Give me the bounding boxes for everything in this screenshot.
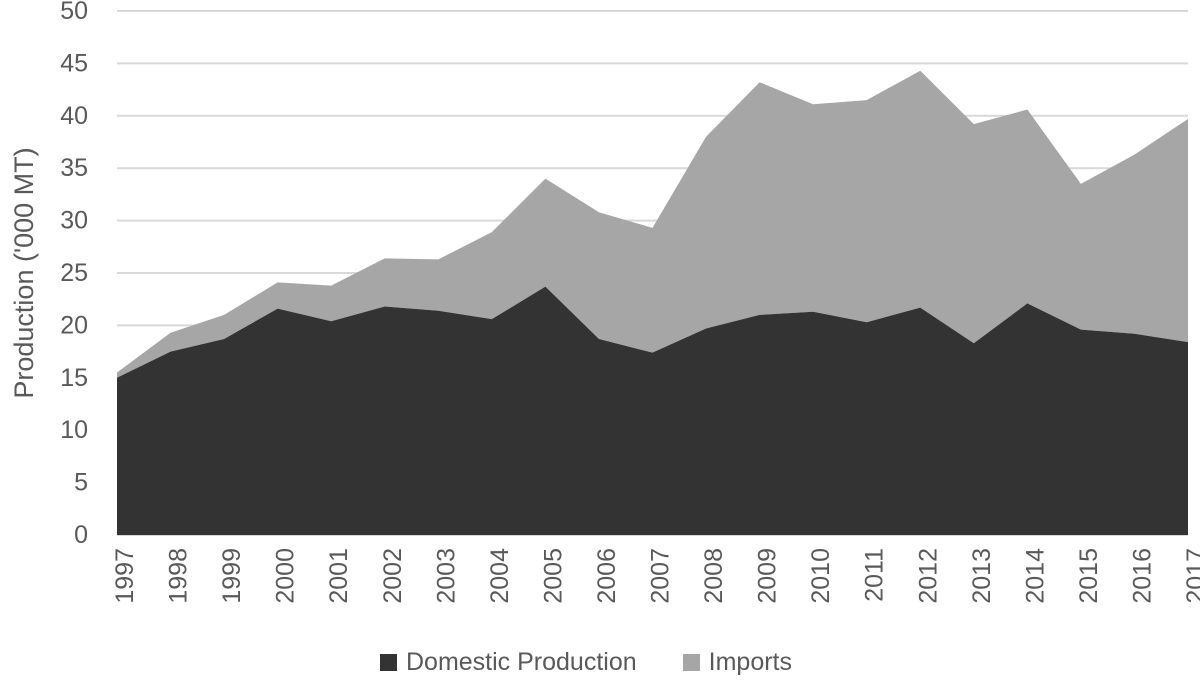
x-tick-label-1999: 1999 bbox=[218, 548, 246, 604]
legend-item-domestic-production: Domestic Production bbox=[379, 648, 637, 676]
x-tick-label-2012: 2012 bbox=[914, 548, 942, 604]
y-tick-label-5: 5 bbox=[74, 469, 88, 497]
y-tick-label-15: 15 bbox=[60, 364, 88, 392]
x-tick-label-2006: 2006 bbox=[593, 548, 621, 604]
x-tick-label-2003: 2003 bbox=[432, 548, 460, 604]
domestic-production-swatch-icon bbox=[379, 654, 397, 671]
y-tick-label-0: 0 bbox=[74, 521, 88, 549]
x-tick-label-2013: 2013 bbox=[968, 548, 996, 604]
x-tick-label-1998: 1998 bbox=[165, 548, 193, 604]
x-tick-label-2008: 2008 bbox=[700, 548, 728, 604]
y-tick-label-35: 35 bbox=[60, 154, 88, 182]
y-axis-title: Production ('000 MT) bbox=[9, 147, 39, 398]
y-tick-label-45: 45 bbox=[60, 49, 88, 77]
legend-label-imports: Imports bbox=[708, 648, 792, 676]
x-tick-label-2002: 2002 bbox=[379, 548, 407, 604]
x-tick-label-2009: 2009 bbox=[754, 548, 782, 604]
x-tick-label-2005: 2005 bbox=[539, 548, 567, 604]
x-tick-label-1997: 1997 bbox=[111, 548, 139, 604]
y-tick-label-20: 20 bbox=[60, 311, 88, 339]
imports-area bbox=[117, 70, 1188, 378]
x-tick-label-2017: 2017 bbox=[1182, 548, 1200, 604]
x-tick-label-2007: 2007 bbox=[647, 548, 675, 604]
x-tick-label-2011: 2011 bbox=[861, 548, 889, 602]
y-tick-label-50: 50 bbox=[60, 0, 88, 25]
x-tick-label-2015: 2015 bbox=[1075, 548, 1103, 604]
x-tick-label-2004: 2004 bbox=[486, 548, 514, 604]
x-tick-label-2016: 2016 bbox=[1128, 548, 1156, 604]
y-tick-label-10: 10 bbox=[60, 416, 88, 444]
x-tick-label-2000: 2000 bbox=[272, 548, 300, 604]
legend-item-imports: Imports bbox=[682, 648, 792, 676]
y-tick-label-30: 30 bbox=[60, 207, 88, 235]
y-tick-label-40: 40 bbox=[60, 102, 88, 130]
x-tick-label-2014: 2014 bbox=[1021, 548, 1049, 604]
x-tick-label-2010: 2010 bbox=[807, 548, 835, 604]
chart-legend: Domestic Production Imports bbox=[0, 650, 1186, 675]
domestic-production-area bbox=[117, 286, 1188, 535]
imports-swatch-icon bbox=[682, 654, 700, 671]
y-tick-label-25: 25 bbox=[60, 259, 88, 287]
x-tick-label-2001: 2001 bbox=[325, 548, 353, 604]
legend-label-domestic-production: Domestic Production bbox=[405, 648, 637, 676]
